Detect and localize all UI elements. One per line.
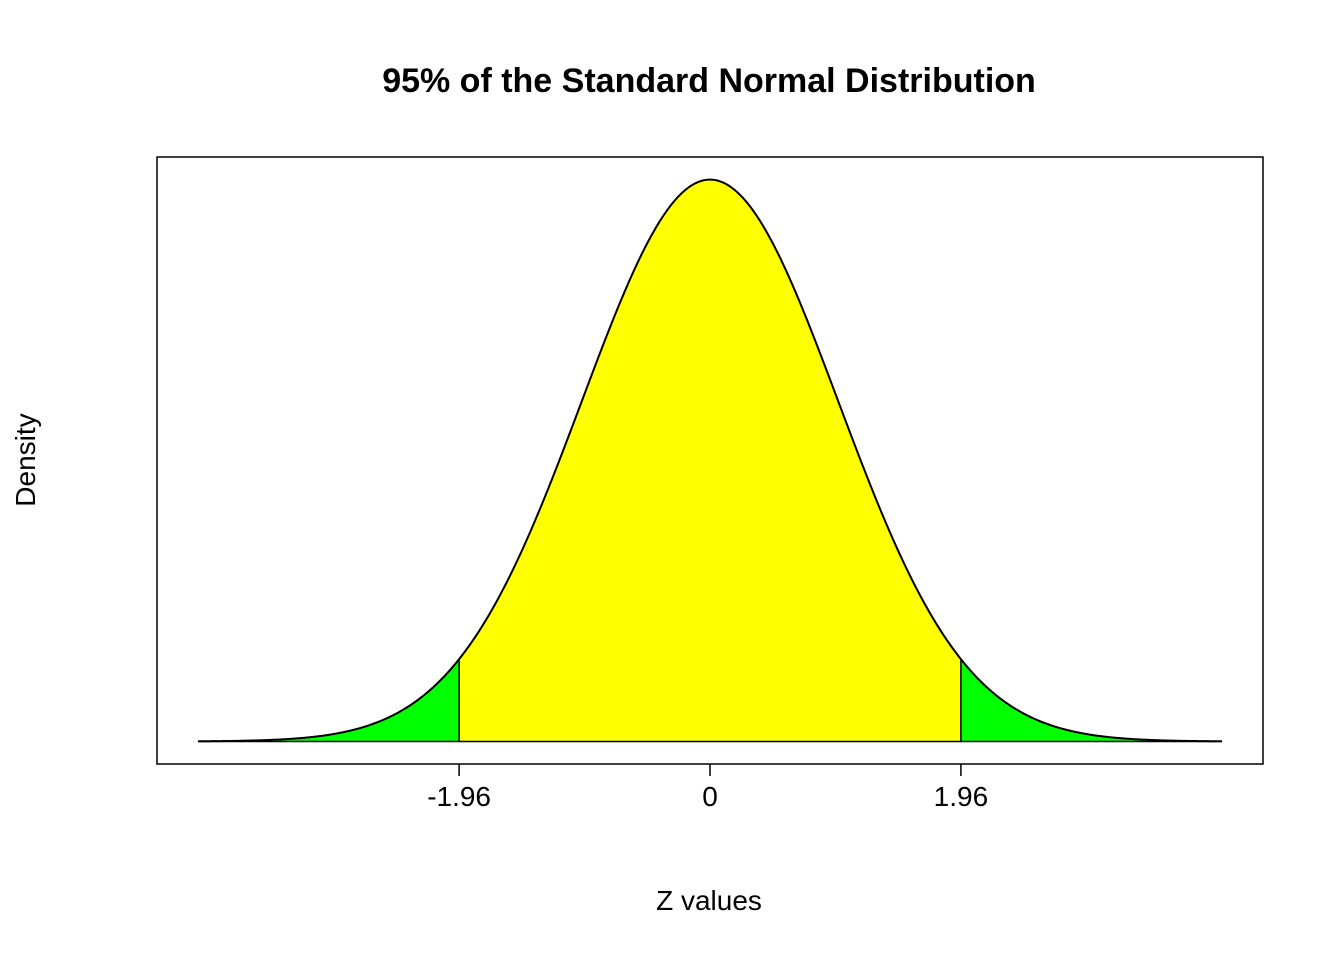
x-axis-label: Z values: [656, 885, 762, 916]
x-axis: -1.96 0 1.96: [427, 764, 988, 812]
x-tick-label-2: 1.96: [934, 781, 989, 812]
region-1: [459, 179, 961, 742]
x-tick-label-1: 0: [702, 781, 718, 812]
plot-area: [197, 178, 1223, 743]
density-curve: [197, 178, 1223, 743]
y-axis-label: Density: [10, 413, 41, 506]
x-tick-label-0: -1.96: [427, 781, 491, 812]
region-2: [960, 659, 1223, 742]
chart-title: 95% of the Standard Normal Distribution: [382, 62, 1036, 100]
region-0: [197, 659, 460, 742]
